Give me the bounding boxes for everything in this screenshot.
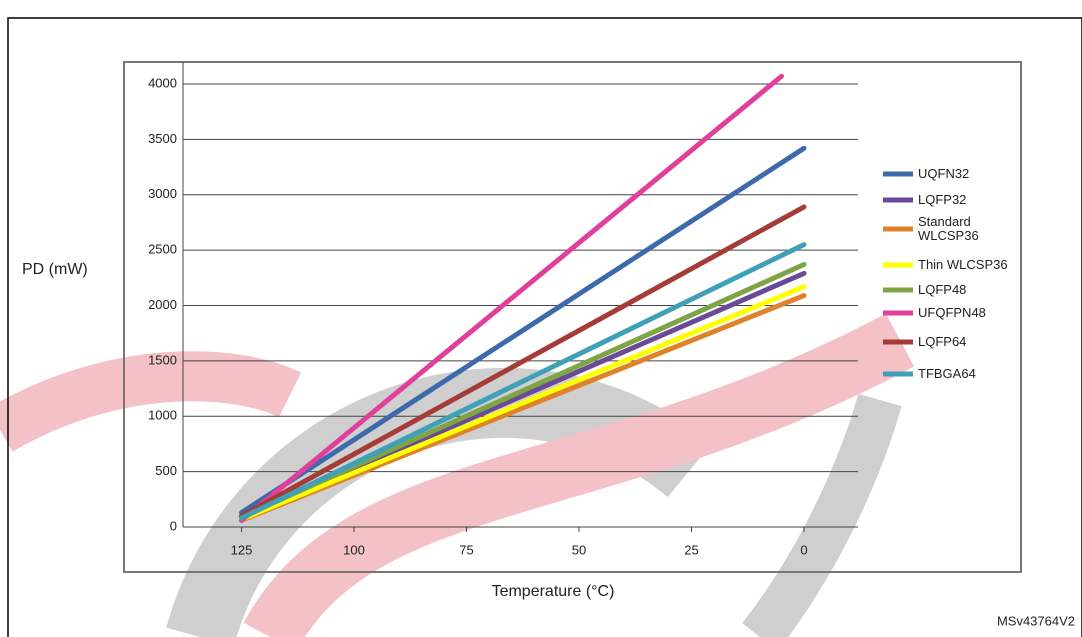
legend-label: UFQFPN48 xyxy=(918,305,986,320)
legend-label: UQFN32 xyxy=(918,166,970,181)
series-line xyxy=(239,204,807,519)
y-tick-label: 1500 xyxy=(148,352,177,367)
y-tick-label: 2000 xyxy=(148,297,177,312)
legend-label: Standard WLCSP36 xyxy=(918,214,979,243)
x-tick-label: 100 xyxy=(343,542,365,557)
y-tick-label: 4000 xyxy=(148,75,177,90)
legend-label: LQFP64 xyxy=(918,334,967,349)
x-tick-label: 125 xyxy=(231,542,253,557)
y-tick-label: 1000 xyxy=(148,408,177,423)
x-tick-label: 25 xyxy=(684,542,698,557)
x-tick-label: 75 xyxy=(459,542,473,557)
legend-label: Thin WLCSP36 xyxy=(918,257,1008,272)
legend-label: TFBGA64 xyxy=(918,366,976,381)
chart-box xyxy=(123,61,1022,573)
series-line xyxy=(239,242,807,521)
x-axis-label: Temperature (°C) xyxy=(492,583,615,600)
series-line xyxy=(239,73,784,523)
series-line xyxy=(239,145,807,516)
x-tick-label: 50 xyxy=(572,542,586,557)
y-axis-label: PD (mW) xyxy=(22,261,88,278)
y-tick-label: 2500 xyxy=(148,242,177,257)
figure-ref: MSv43764V2 xyxy=(997,613,1075,628)
legend-label: LQFP48 xyxy=(918,282,967,297)
frame xyxy=(7,17,1082,637)
series-line xyxy=(239,284,807,522)
y-tick-label: 3500 xyxy=(148,131,177,146)
legend-label: LQFP32 xyxy=(918,192,967,207)
y-tick-label: 0 xyxy=(170,518,177,533)
y-tick-label: 3000 xyxy=(148,186,177,201)
x-tick-label: 0 xyxy=(800,542,807,557)
y-tick-label: 500 xyxy=(155,463,177,478)
watermark xyxy=(0,313,915,637)
